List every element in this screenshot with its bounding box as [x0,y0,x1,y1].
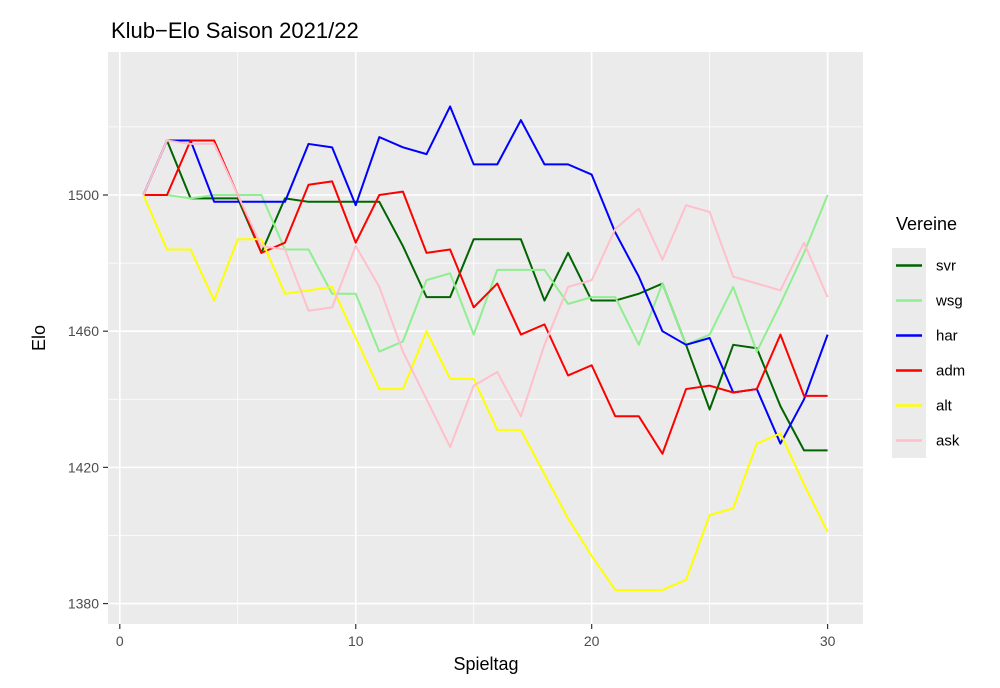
legend-label: svr [936,258,956,275]
series-line-ask [142,139,829,448]
y-tick-label: 1460 [68,323,99,339]
series-line-har [142,105,829,445]
major-gridlines [108,52,863,624]
legend-label: wsg [935,293,963,310]
y-tick-label: 1420 [68,459,99,475]
legend-item-alt: alt [892,388,953,423]
y-tick-label: 1500 [68,187,99,203]
plot-panel [108,52,863,624]
x-tick-label: 20 [584,633,600,649]
legend-item-har: har [892,318,958,353]
legend-label: ask [936,433,960,450]
series-line-adm [143,139,828,455]
minor-gridlines [108,52,863,624]
chart-title: Klub−Elo Saison 2021/22 [111,18,359,43]
x-tick-label: 30 [820,633,836,649]
legend-item-wsg: wsg [892,283,963,318]
legend-label: alt [936,398,953,415]
series-lines [142,105,829,591]
legend-item-svr: svr [892,248,956,283]
legend: Vereine svr wsg har adm alt ask [892,214,965,458]
legend-item-adm: adm [892,353,965,388]
x-tick-label: 10 [348,633,364,649]
legend-label: adm [936,363,965,380]
x-axis-ticks: 0 10 20 30 [116,624,836,649]
y-axis-label: Elo [29,325,49,351]
x-axis-label: Spieltag [453,654,518,674]
legend-title: Vereine [896,214,957,234]
legend-items: svr wsg har adm alt ask [892,248,965,458]
series-line-wsg [143,194,829,353]
legend-item-ask: ask [892,423,960,458]
y-axis-ticks: 1380 1420 1460 1500 [68,187,108,612]
x-tick-label: 0 [116,633,124,649]
y-tick-label: 1380 [68,596,99,612]
legend-label: har [936,328,958,345]
